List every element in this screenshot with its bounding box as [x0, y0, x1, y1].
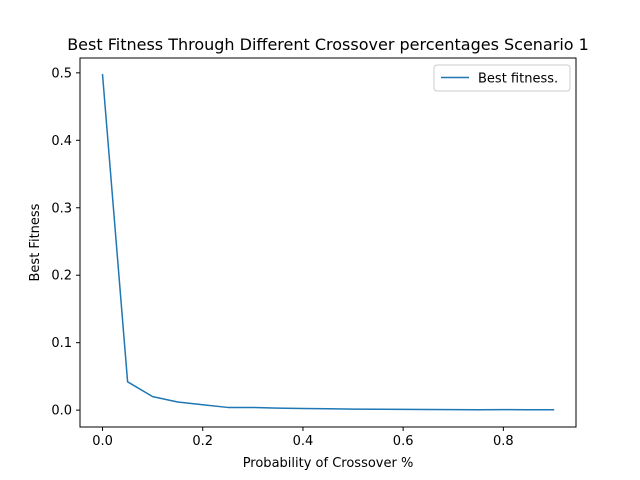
- axes-frame: [79, 57, 577, 428]
- data-point: [127, 381, 128, 382]
- y-tick-label: 0.3: [51, 201, 72, 216]
- x-tick-label: 0.6: [393, 434, 414, 449]
- data-point: [302, 408, 303, 409]
- legend: Best fitness.: [433, 64, 571, 92]
- chart-title: Best Fitness Through Different Crossover…: [67, 35, 589, 54]
- x-axis-ticks: 0.0 0.2 0.4 0.6 0.8: [92, 427, 514, 449]
- data-point: [528, 409, 529, 410]
- x-axis-label: Probability of Crossover %: [243, 456, 414, 471]
- y-axis-ticks: 0.0 0.1 0.2 0.3 0.4 0.5: [51, 66, 80, 419]
- y-tick-label: 0.4: [51, 134, 72, 149]
- data-point: [378, 409, 379, 410]
- series-line-best-fitness: [101, 74, 555, 411]
- data-point: [553, 409, 554, 410]
- y-tick-label: 0.0: [51, 404, 72, 419]
- data-point: [177, 401, 178, 402]
- data-point: [503, 409, 504, 410]
- data-point: [277, 408, 278, 409]
- legend-box: [433, 64, 571, 92]
- plot-lines: [101, 74, 555, 411]
- data-point: [102, 74, 103, 75]
- x-tick-label: 0.8: [493, 434, 514, 449]
- x-tick-label: 0.2: [192, 434, 213, 449]
- data-point: [152, 396, 153, 397]
- data-point: [453, 409, 454, 410]
- data-point: [227, 407, 228, 408]
- data-point: [478, 409, 479, 410]
- y-tick-label: 0.1: [51, 336, 72, 351]
- x-tick-label: 0.0: [92, 434, 113, 449]
- y-axis-label: Best Fitness: [28, 203, 43, 281]
- data-point: [352, 409, 353, 410]
- data-point: [327, 408, 328, 409]
- legend-label: Best fitness.: [478, 72, 558, 87]
- data-point: [403, 409, 404, 410]
- data-point: [428, 409, 429, 410]
- data-point: [252, 407, 253, 408]
- x-tick-label: 0.4: [293, 434, 314, 449]
- y-tick-label: 0.5: [51, 66, 72, 81]
- data-point: [202, 404, 203, 405]
- y-tick-label: 0.2: [51, 269, 72, 284]
